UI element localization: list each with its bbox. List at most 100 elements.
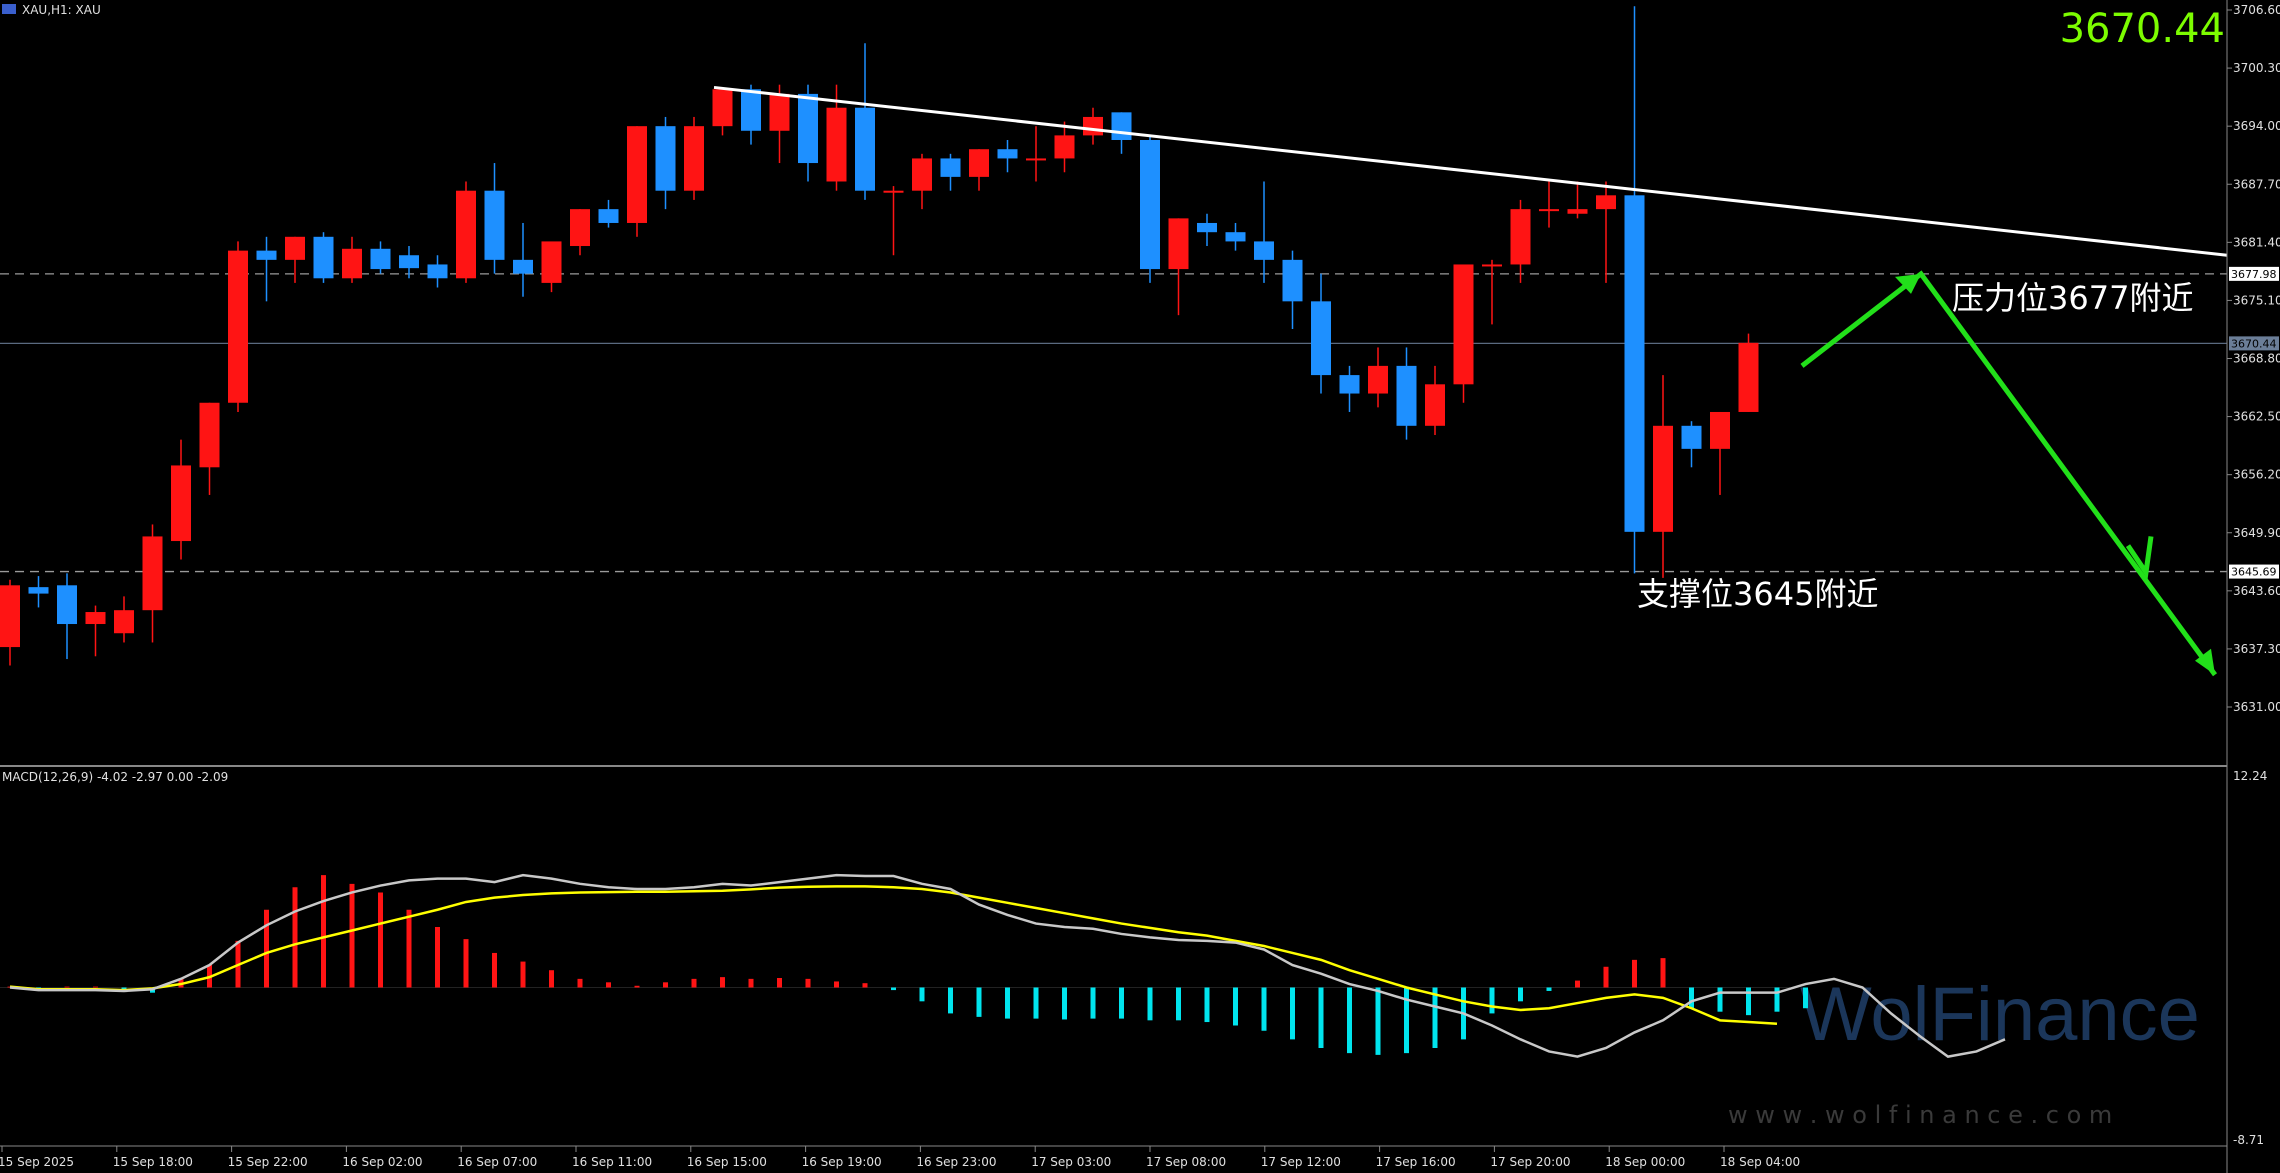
candle-body — [1510, 209, 1531, 265]
candle-body — [228, 250, 248, 403]
candle-body — [627, 126, 647, 223]
trend-line — [713, 85, 2228, 257]
watermark-brand: WolFinance — [1800, 972, 2200, 1057]
candle-body — [598, 209, 619, 223]
y-tick-label: 3681.40 — [2233, 235, 2280, 249]
candle-body — [199, 402, 220, 468]
y-tick-label: 3662.50 — [2233, 410, 2280, 424]
y-tick-label: 3668.80 — [2233, 352, 2280, 366]
current-price-text: 3670.44 — [2060, 6, 2225, 52]
resistance-annotation: 压力位3677附近 — [1952, 279, 2193, 317]
support-annotation: 支撑位3645附近 — [1637, 575, 1878, 613]
candle-body — [940, 158, 961, 177]
y-tick-label: 3631.00 — [2233, 700, 2280, 714]
candle-body — [855, 107, 875, 191]
x-tick-label: 16 Sep 02:00 — [342, 1155, 422, 1169]
watermark-url: w w w . w o l f i n a n c e . c o m — [1728, 1101, 2112, 1129]
candle-body — [285, 236, 305, 260]
candle-body — [1026, 158, 1046, 161]
y-tick-label: 3643.60 — [2233, 584, 2280, 598]
candle-body — [1282, 259, 1303, 302]
x-tick-label: 15 Sep 22:00 — [228, 1155, 308, 1169]
arrow-head-down — [2195, 648, 2215, 675]
candle-body — [427, 264, 448, 279]
y-tick-label: 3706.60 — [2233, 3, 2280, 17]
candle-body — [85, 612, 106, 625]
price-level-label: 3670.44 — [2231, 337, 2277, 350]
candle-body — [741, 89, 761, 131]
watermark: WolFinance w w w . w o l f i n a n c e .… — [1728, 972, 2200, 1129]
candle-body — [28, 587, 49, 594]
x-tick-label: 16 Sep 11:00 — [572, 1155, 652, 1169]
x-tick-label: 17 Sep 08:00 — [1146, 1155, 1226, 1169]
candle-body — [399, 255, 419, 269]
price-level-tag — [2229, 266, 2279, 281]
y-tick-label: 3649.90 — [2233, 526, 2280, 540]
candle-body — [142, 536, 163, 611]
candle-body — [513, 259, 533, 274]
candle-body — [1539, 209, 1559, 212]
candle-body — [997, 149, 1018, 159]
arrow-mid-head — [2125, 536, 2154, 580]
price-level-label: 3645.69 — [2231, 566, 2277, 579]
x-tick-label: 18 Sep 04:00 — [1720, 1155, 1800, 1169]
candle-body — [826, 107, 847, 182]
candle-body — [684, 126, 704, 191]
candle-body — [769, 93, 790, 131]
x-tick-label: 15 Sep 18:00 — [113, 1155, 193, 1169]
candle-body — [1396, 365, 1417, 426]
overlays-layer — [713, 85, 2228, 677]
candle-body — [114, 610, 134, 634]
macd-signal-line — [9, 885, 1778, 1026]
candle-body — [1368, 365, 1388, 394]
x-tick-label: 16 Sep 07:00 — [457, 1155, 537, 1169]
candle-body — [1168, 218, 1189, 270]
candle-body — [541, 241, 562, 283]
candle-body — [1453, 264, 1474, 385]
candle-body — [1197, 222, 1217, 233]
candle-body — [712, 89, 733, 127]
candle-body — [57, 585, 77, 625]
macd-tick-label: -8.71 — [2233, 1133, 2264, 1147]
y-tick-label: 3656.20 — [2233, 468, 2280, 482]
x-tick-label: 18 Sep 00:00 — [1605, 1155, 1685, 1169]
candle-body — [1425, 384, 1445, 426]
candles-layer — [0, 6, 1759, 666]
candle-body — [1311, 301, 1331, 376]
candle-body — [342, 248, 362, 279]
chart-symbol-label: XAU,H1: XAU — [22, 3, 101, 17]
candle-body — [1624, 195, 1645, 532]
candle-body — [1140, 139, 1160, 270]
macd-panel — [0, 873, 2006, 1058]
candle-body — [655, 126, 676, 191]
candle-body — [1225, 232, 1246, 242]
y-tick-label: 3637.30 — [2233, 642, 2280, 656]
flag-icon — [2, 4, 16, 14]
candle-body — [1596, 195, 1616, 210]
y-tick-label: 3687.70 — [2233, 177, 2280, 191]
macd-tick-label: 12.24 — [2233, 769, 2267, 783]
candle-body — [370, 248, 391, 270]
candle-body — [883, 190, 904, 193]
candle-body — [969, 149, 989, 177]
candle-body — [1339, 375, 1360, 394]
price-level-tag — [2229, 564, 2279, 579]
candle-body — [798, 93, 818, 164]
candle-body — [570, 209, 590, 247]
candle-body — [313, 236, 334, 279]
candle-body — [1738, 342, 1759, 412]
x-tick-label: 17 Sep 16:00 — [1376, 1155, 1456, 1169]
x-tick-label: 16 Sep 19:00 — [802, 1155, 882, 1169]
candle-body — [1054, 135, 1075, 159]
candle-body — [1567, 209, 1588, 214]
candle-body — [1111, 112, 1132, 140]
x-tick-label: 16 Sep 23:00 — [916, 1155, 996, 1169]
arrow-head-up — [1895, 273, 1921, 294]
price-level-label: 3677.98 — [2231, 268, 2277, 281]
x-tick-label: 17 Sep 20:00 — [1490, 1155, 1570, 1169]
price-level-tag — [2229, 336, 2279, 351]
y-tick-label: 3694.00 — [2233, 119, 2280, 133]
candle-body — [484, 190, 505, 260]
